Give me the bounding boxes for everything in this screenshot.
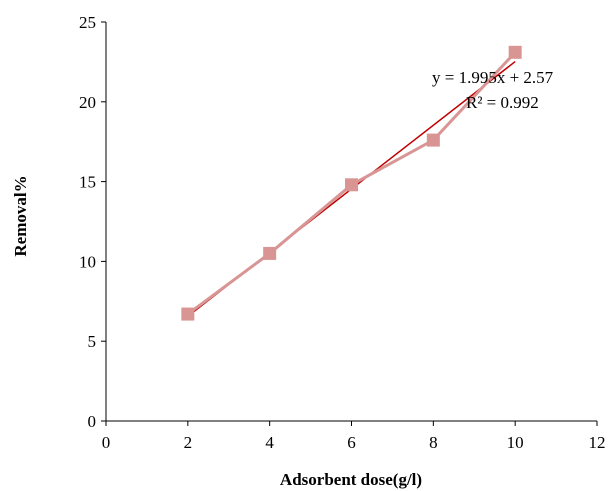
y-tick-label: 10: [79, 252, 96, 271]
x-tick-label: 8: [429, 433, 438, 452]
data-point-marker: [426, 133, 440, 147]
x-tick-label: 4: [265, 433, 274, 452]
y-tick-label: 20: [79, 93, 96, 112]
y-axis-title: Removal%: [11, 175, 30, 256]
y-tick-label: 0: [88, 412, 97, 431]
y-tick-label: 15: [79, 173, 96, 192]
series-group: [181, 45, 522, 321]
x-tick-label: 6: [347, 433, 356, 452]
trendline-equation: y = 1.995x + 2.57: [432, 68, 554, 87]
tick-labels: 0 2 4 6 8 10 12 0 5 10 15 20 25: [79, 13, 606, 452]
x-tick-label: 12: [589, 433, 606, 452]
x-tick-label: 0: [102, 433, 111, 452]
x-axis-title: Adsorbent dose(g/l): [280, 470, 422, 489]
data-point-marker: [263, 246, 277, 260]
x-tick-label: 2: [184, 433, 193, 452]
trendline-r2: R² = 0.992: [466, 93, 539, 112]
y-tick-label: 5: [88, 332, 97, 351]
y-tick-label: 25: [79, 13, 96, 32]
data-point-marker: [508, 45, 522, 59]
x-tick-label: 10: [507, 433, 524, 452]
data-point-marker: [181, 307, 195, 321]
axes: [101, 21, 598, 426]
data-point-marker: [345, 178, 358, 192]
